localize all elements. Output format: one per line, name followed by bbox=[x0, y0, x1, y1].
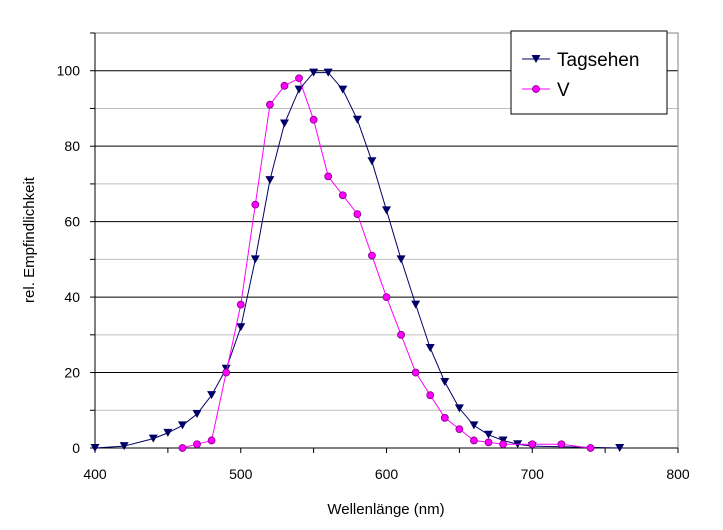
legend-label-tagsehen: Tagsehen bbox=[557, 50, 639, 71]
x-tick-label: 800 bbox=[666, 466, 690, 482]
data-point bbox=[586, 444, 595, 452]
data-point bbox=[425, 344, 435, 353]
data-point bbox=[309, 115, 318, 124]
x-axis-label: Wellenlänge (nm) bbox=[327, 501, 444, 518]
data-point bbox=[382, 293, 391, 301]
data-point bbox=[324, 172, 333, 181]
data-point bbox=[294, 85, 304, 94]
y-tick-label: 100 bbox=[57, 63, 81, 79]
legend-marker-tagsehen bbox=[531, 55, 541, 63]
data-point bbox=[455, 425, 464, 434]
data-point bbox=[222, 368, 231, 377]
data-point bbox=[193, 440, 201, 449]
data-point bbox=[265, 100, 274, 109]
y-tick-label: 20 bbox=[64, 365, 80, 381]
data-point bbox=[178, 444, 187, 452]
data-point bbox=[368, 251, 376, 260]
x-tick-label: 700 bbox=[521, 466, 545, 482]
y-tick-label: 60 bbox=[64, 214, 80, 230]
y-tick-label: 0 bbox=[72, 440, 80, 456]
series-line-tagsehen bbox=[94, 72, 620, 449]
data-point bbox=[236, 300, 245, 309]
y-tick-label: 80 bbox=[64, 138, 80, 154]
data-point bbox=[367, 157, 377, 166]
legend-label-v: V bbox=[557, 80, 570, 101]
x-tick-label: 500 bbox=[229, 466, 253, 482]
data-point bbox=[528, 440, 537, 449]
data-point bbox=[440, 377, 450, 386]
data-point bbox=[411, 368, 420, 377]
data-point bbox=[411, 300, 421, 309]
data-point bbox=[557, 440, 566, 449]
data-point bbox=[265, 176, 275, 185]
data-point bbox=[280, 81, 289, 90]
data-point bbox=[397, 330, 405, 339]
data-point bbox=[148, 434, 158, 443]
data-point bbox=[382, 206, 391, 215]
data-point bbox=[309, 68, 319, 77]
data-point bbox=[615, 444, 625, 452]
y-tick-label: 40 bbox=[64, 289, 80, 305]
data-point bbox=[192, 410, 202, 419]
data-point bbox=[470, 436, 478, 445]
data-point bbox=[90, 444, 100, 452]
data-point bbox=[499, 440, 508, 449]
data-point bbox=[119, 442, 129, 451]
data-point bbox=[295, 74, 303, 83]
y-axis-label: rel. Empfindlichkeit bbox=[21, 176, 38, 303]
data-point bbox=[469, 421, 479, 430]
legend: Tagsehen V bbox=[510, 30, 668, 115]
data-point bbox=[426, 391, 435, 400]
data-point bbox=[177, 421, 187, 430]
x-tick-label: 600 bbox=[375, 466, 399, 482]
data-point bbox=[338, 85, 348, 94]
data-point bbox=[250, 255, 260, 264]
data-point bbox=[440, 413, 449, 422]
data-point bbox=[338, 191, 347, 200]
x-axis-ticks: 400 500 600 700 800 bbox=[83, 448, 690, 482]
data-point bbox=[454, 404, 464, 413]
data-point bbox=[396, 255, 406, 264]
data-point bbox=[163, 428, 173, 437]
data-point bbox=[484, 438, 493, 447]
data-point bbox=[207, 436, 216, 445]
x-tick-label: 400 bbox=[83, 466, 107, 482]
data-point bbox=[352, 115, 362, 124]
data-point bbox=[207, 391, 217, 400]
data-point bbox=[251, 200, 260, 209]
series-v bbox=[178, 74, 595, 452]
data-point bbox=[323, 68, 333, 77]
series-layer bbox=[90, 68, 625, 452]
data-point bbox=[279, 119, 289, 128]
data-point bbox=[236, 323, 246, 332]
data-point bbox=[484, 430, 494, 439]
legend-marker-v bbox=[532, 85, 540, 93]
legend-box bbox=[510, 30, 668, 115]
y-axis-ticks: 0 20 40 60 80 100 bbox=[57, 32, 95, 456]
data-point bbox=[353, 210, 362, 218]
